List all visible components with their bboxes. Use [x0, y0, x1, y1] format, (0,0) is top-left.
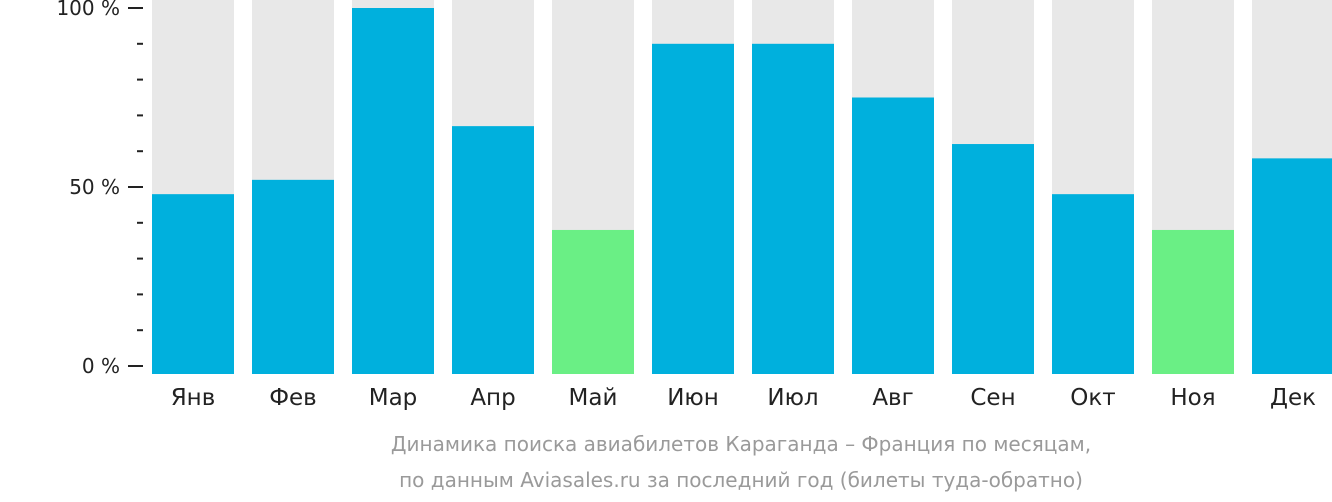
chart-caption: Динамика поиска авиабилетов Караганда – …: [391, 432, 1091, 492]
y-axis: 0 % 50 % 100 %: [56, 0, 143, 378]
x-tick-label: Апр: [470, 385, 515, 411]
bar-Июн: [652, 43, 734, 375]
y-tick-label: 0 %: [82, 354, 120, 378]
caption-line-2: по данным Aviasales.ru за последний год …: [399, 468, 1083, 492]
bar-Янв: [152, 194, 234, 374]
bar-Авг: [852, 97, 934, 374]
bar-Фев: [252, 179, 334, 374]
caption-line-1: Динамика поиска авиабилетов Караганда – …: [391, 432, 1091, 456]
bar-Дек: [1252, 158, 1332, 374]
x-tick-label: Фев: [269, 385, 317, 411]
x-tick-label: Июл: [767, 385, 818, 411]
bar-Июл: [752, 43, 834, 375]
bar-Окт: [1052, 194, 1134, 374]
x-tick-label: Дек: [1270, 385, 1316, 411]
x-tick-label: Ноя: [1170, 385, 1215, 411]
x-tick-label: Май: [569, 385, 618, 411]
x-tick-label: Июн: [667, 385, 719, 411]
plot-area: 0 % 50 % 100 % Янв Фев Мар Апр Май Июн Июл Авг Сен…: [56, 0, 1332, 411]
bar-Май: [552, 229, 634, 374]
bar-Сен: [952, 144, 1034, 374]
x-tick-label: Сен: [970, 385, 1015, 411]
bars-group: [152, 0, 1332, 375]
bar-Ноя: [1152, 229, 1234, 374]
x-tick-label: Окт: [1070, 385, 1115, 411]
x-tick-label: Авг: [872, 385, 913, 411]
y-tick-label: 50 %: [69, 175, 120, 199]
bar-Мар: [352, 8, 434, 374]
x-tick-label: Янв: [171, 385, 216, 411]
x-axis: Янв Фев Мар Апр Май Июн Июл Авг Сен Окт Ноя Дек: [171, 385, 1316, 411]
x-tick-label: Мар: [369, 385, 418, 411]
bar-Апр: [452, 126, 534, 374]
y-tick-label: 100 %: [56, 0, 120, 20]
